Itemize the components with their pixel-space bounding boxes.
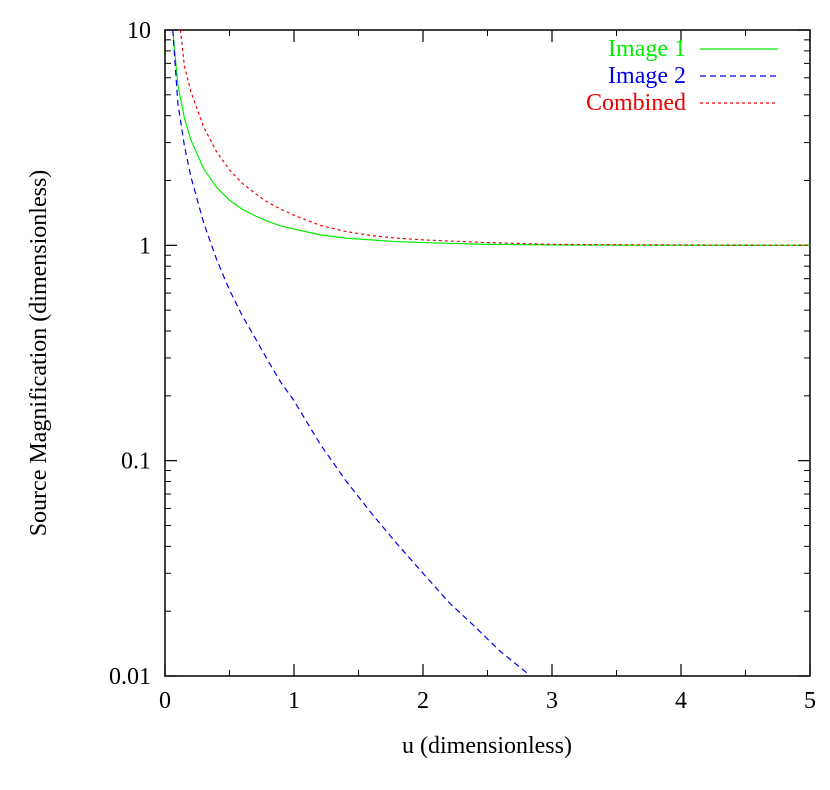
plot-frame: [164, 29, 811, 677]
axis-tick-labels: 0 1 2 3 4 5 0.01 0.1 1 10: [109, 18, 816, 714]
y-tick-label: 10: [127, 18, 151, 44]
legend-label-image-1: Image 1: [608, 36, 686, 62]
x-axis-title: u (dimensionless): [402, 733, 572, 759]
x-tick-label: 2: [417, 688, 429, 714]
x-tick-label: 3: [546, 688, 558, 714]
x-tick-label: 0: [159, 688, 171, 714]
y-tick-label: 0.01: [109, 664, 151, 690]
axis-ticks: [164, 29, 811, 677]
series-line-image-2: [172, 30, 531, 676]
y-tick-label: 1: [139, 233, 151, 259]
series-line-image-1: [172, 30, 810, 246]
x-tick-label: 5: [804, 688, 816, 714]
y-tick-label: 0.1: [121, 449, 151, 475]
x-tick-label: 4: [675, 688, 687, 714]
series-layer: [172, 30, 810, 676]
series-line-combined: [179, 30, 810, 246]
y-axis-title: Source Magnification (dimensionless): [26, 170, 52, 537]
legend-label-combined: Combined: [586, 90, 686, 116]
legend-label-image-2: Image 2: [608, 63, 686, 89]
x-tick-label: 1: [288, 688, 300, 714]
